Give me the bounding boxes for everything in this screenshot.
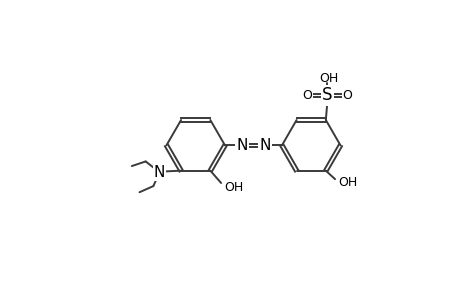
Text: OH: OH xyxy=(224,181,243,194)
Text: N: N xyxy=(153,165,165,180)
Text: O: O xyxy=(302,89,312,102)
Text: O: O xyxy=(341,89,352,102)
Text: OH: OH xyxy=(337,176,357,190)
Text: OH: OH xyxy=(319,72,338,85)
Text: S: S xyxy=(321,86,332,104)
Text: N: N xyxy=(236,138,247,153)
Text: N: N xyxy=(258,138,270,153)
